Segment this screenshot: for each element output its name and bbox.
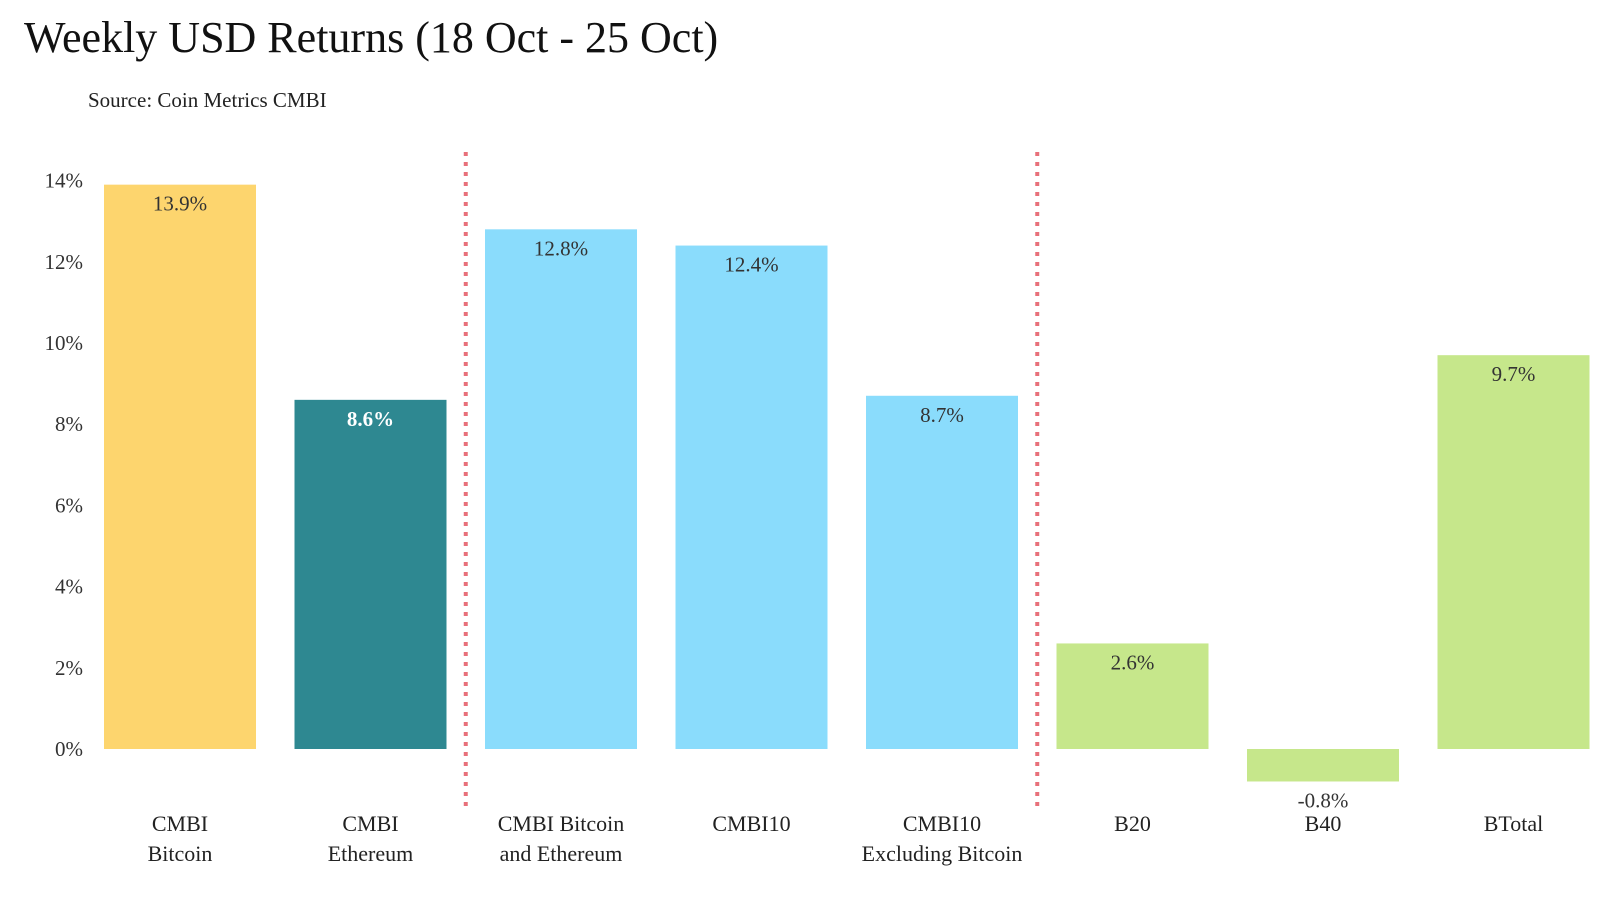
bar-value-label: 12.4% <box>724 253 778 277</box>
bar <box>675 245 828 749</box>
bar-value-label: 9.7% <box>1492 362 1536 386</box>
x-tick-label: B20 <box>1114 811 1151 836</box>
y-tick-label: 14% <box>45 169 84 193</box>
value-labels: 13.9% 8.6% 12.8% 12.4% 8.7% 2.6% -0.8% 9.7% <box>153 192 1536 813</box>
y-tick-label: 8% <box>55 412 83 436</box>
bar-value-label: 2.6% <box>1111 650 1155 674</box>
y-tick-label: 6% <box>55 493 83 517</box>
bar <box>1437 355 1590 749</box>
bar <box>866 395 1018 749</box>
y-tick-label: 0% <box>55 737 83 761</box>
bar <box>104 184 256 749</box>
y-tick-label: 12% <box>45 250 84 274</box>
bars <box>104 184 1590 782</box>
x-axis-category-labels: CMBI Bitcoin CMBI Ethereum CMBI Bitcoin and E… <box>148 811 1544 866</box>
bar-value-label: 8.7% <box>920 403 964 427</box>
x-tick-label: CMBI10 <box>712 811 790 836</box>
x-tick-label: BTotal <box>1484 811 1544 836</box>
y-tick-label: 10% <box>45 331 84 355</box>
chart-title: Weekly USD Returns (18 Oct - 25 Oct) <box>24 13 719 62</box>
group-separators <box>463 152 1040 812</box>
bar-value-label: 13.9% <box>153 192 207 216</box>
bar <box>1056 643 1209 749</box>
x-tick-label: CMBI Ethereum <box>328 811 414 866</box>
bar <box>485 229 637 749</box>
bar-value-label: 8.6% <box>347 407 394 431</box>
y-tick-label: 2% <box>55 656 83 680</box>
x-tick-label: B40 <box>1305 811 1342 836</box>
x-tick-label: CMBI Bitcoin <box>148 811 213 866</box>
bar-value-label: 12.8% <box>534 236 588 260</box>
y-axis: 0% 2% 4% 6% 8% 10% 12% 14% <box>45 169 84 761</box>
chart-subtitle: Source: Coin Metrics CMBI <box>88 88 327 112</box>
bar <box>1247 749 1399 782</box>
y-tick-label: 4% <box>55 575 83 599</box>
x-tick-label: CMBI10 Excluding Bitcoin <box>862 811 1023 866</box>
x-tick-label: CMBI Bitcoin and Ethereum <box>498 811 625 866</box>
bar <box>294 399 447 749</box>
bar-value-label: -0.8% <box>1298 788 1349 812</box>
